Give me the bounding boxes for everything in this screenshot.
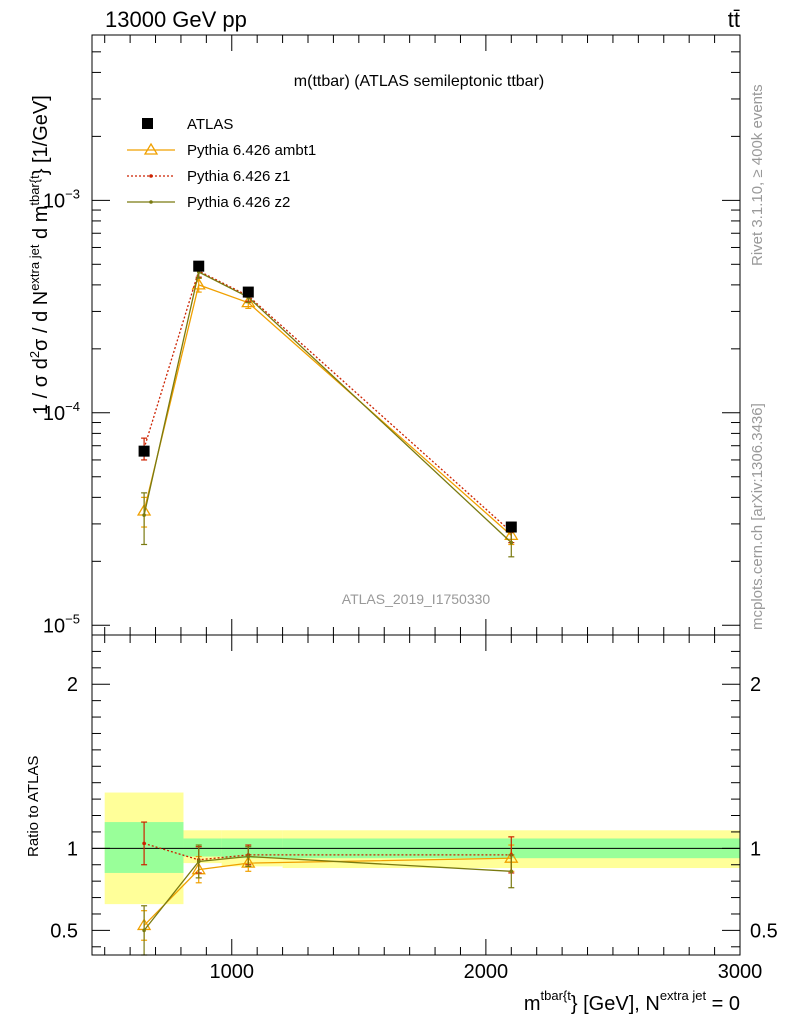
point-z2 xyxy=(509,540,514,545)
data-point-atlas xyxy=(242,286,254,298)
mcplots-label: mcplots.cern.ch [arXiv:1306.3436] xyxy=(749,403,766,630)
ratio-tick-label-left: 1 xyxy=(67,838,78,860)
point-z2 xyxy=(142,513,146,517)
ratio-line-z1 xyxy=(143,842,512,861)
x-tick-label: 1000 xyxy=(210,961,255,983)
ratio-point-z1 xyxy=(142,841,146,846)
ratio-tick-label-left: 0.5 xyxy=(50,920,78,942)
ratio-point-z2 xyxy=(142,928,146,933)
series-line-ambt1 xyxy=(143,284,512,536)
ratio-plot-frame xyxy=(91,634,741,956)
chart-title: m(ttbar) (ATLAS semileptonic ttbar) xyxy=(294,73,544,90)
data-point-atlas xyxy=(505,521,517,533)
ratio-point-ambt1 xyxy=(241,855,256,868)
y-tick-label: 10−4 xyxy=(43,399,80,425)
energy-label: 13000 GeV pp xyxy=(105,7,247,32)
ratio-tick-label-right: 1 xyxy=(750,838,761,860)
ratio-line-z2 xyxy=(143,855,512,931)
series-line-z2 xyxy=(143,271,512,544)
y-tick-label: 10−5 xyxy=(43,611,80,637)
ratio-tick-label-left: 2 xyxy=(67,674,78,696)
series-line-z1 xyxy=(143,270,512,533)
ratio-point-z2 xyxy=(509,869,514,874)
y-axis-title: 1 / σ d2σ / d Nextra jet d mtbar{t} [1/G… xyxy=(27,95,52,415)
ratio-bands xyxy=(92,792,740,905)
legend-atlas-label: ATLAS xyxy=(187,116,233,133)
x-tick-label: 2000 xyxy=(464,961,509,983)
legend-z1-label: Pythia 6.426 z1 xyxy=(187,168,290,185)
x-axis-title: mtbar{t} [GeV], Nextra jet = 0 xyxy=(524,988,740,1015)
axes-layer: 1000 2000 3000 10−5 10−4 10−3 0.5 0.5 1 1 2 2 xyxy=(43,34,778,983)
legend-ambt1-marker xyxy=(143,142,159,155)
data-point-atlas xyxy=(138,445,150,457)
process-label: tt̄ xyxy=(728,7,740,32)
legend-z1-marker xyxy=(149,174,153,178)
y-tick-label: 10−3 xyxy=(43,186,80,212)
legend-atlas-marker xyxy=(142,118,153,129)
ratio-tick-label-right: 2 xyxy=(750,674,761,696)
analysis-id: ATLAS_2019_I1750330 xyxy=(342,591,491,607)
ratio-line-ambt1 xyxy=(143,857,512,926)
ratio-y-axis-title: Ratio to ATLAS xyxy=(25,756,42,857)
ratio-series-layer xyxy=(136,821,519,956)
legend-z2-label: Pythia 6.426 z2 xyxy=(187,194,290,211)
legend-ambt1-label: Pythia 6.426 ambt1 xyxy=(187,142,316,159)
ratio-tick-label-right: 0.5 xyxy=(750,920,778,942)
data-point-atlas xyxy=(193,260,205,272)
rivet-label: Rivet 3.1.10, ≥ 400k events xyxy=(749,84,766,266)
ratio-band-inner xyxy=(183,838,222,857)
main-series-layer xyxy=(136,260,519,558)
ratio-point-z2 xyxy=(246,854,251,859)
ratio-point-z2 xyxy=(196,859,201,864)
x-tick-label: 3000 xyxy=(718,961,763,983)
legend: ATLAS Pythia 6.426 ambt1 Pythia 6.426 z1… xyxy=(127,116,316,211)
legend-z2-marker xyxy=(149,200,153,204)
